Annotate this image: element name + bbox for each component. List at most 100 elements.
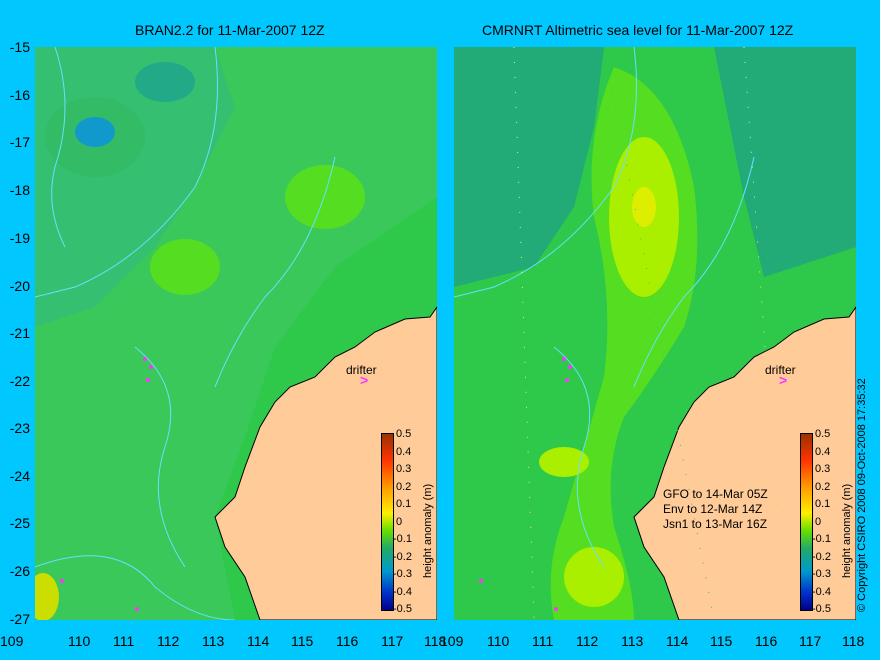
contour-line — [214, 156, 336, 388]
contour-line — [454, 47, 637, 298]
right-colorbar — [800, 433, 813, 611]
drifter-track — [565, 378, 569, 382]
drifter-marker: > — [779, 372, 788, 388]
colorbar-tick: 0.4 — [815, 446, 831, 458]
x-tick: 110 — [487, 633, 510, 649]
contour-line — [633, 156, 755, 388]
colorbar-tick: -0.1 — [812, 533, 831, 545]
colorbar-label: height anomaly (m) — [841, 483, 853, 578]
anomaly-high — [150, 239, 220, 295]
colorbar-tick: -0.4 — [812, 586, 831, 598]
colorbar-tick: 0.3 — [396, 463, 412, 475]
y-tick: -18 — [9, 182, 30, 198]
x-tick: 113 — [202, 633, 225, 649]
y-tick: -16 — [9, 87, 30, 103]
colorbar-tick: -0.3 — [812, 568, 831, 580]
pass-gfo: GFO to 14-Mar 05Z — [663, 487, 768, 501]
x-tick: 115 — [710, 633, 733, 649]
y-tick: -27 — [9, 611, 30, 627]
left-map-panel — [35, 47, 437, 620]
drifter-track — [554, 607, 558, 611]
contour-line — [134, 346, 186, 568]
x-tick: 114 — [247, 633, 270, 649]
y-tick: -19 — [9, 230, 30, 246]
x-tick: 118 — [842, 633, 865, 649]
colorbar-tick: 0.5 — [396, 428, 412, 440]
drifter-label: drifter — [765, 363, 796, 377]
anomaly-high — [35, 573, 59, 620]
drifter-track — [135, 607, 139, 611]
drifter-marker: > — [360, 372, 369, 388]
colorbar-tick: 0 — [815, 516, 822, 528]
y-tick: -24 — [9, 468, 30, 484]
ocean-shade — [454, 47, 604, 287]
colorbar-tick: -0.2 — [812, 551, 831, 563]
y-tick: -17 — [9, 134, 30, 150]
colorbar-tick: -0.5 — [393, 603, 412, 615]
drifter-track — [479, 579, 483, 583]
y-tick: -21 — [9, 325, 30, 341]
x-tick: 111 — [113, 633, 135, 649]
left-map — [35, 47, 437, 620]
colorbar-tick: -0.3 — [393, 568, 412, 580]
anomaly-high — [285, 165, 365, 229]
colorbar-tick: 0.4 — [396, 446, 412, 458]
y-tick: -15 — [9, 39, 30, 55]
drifter-track — [143, 357, 147, 361]
right-map — [454, 47, 856, 620]
colorbar-tick: -0.5 — [812, 603, 831, 615]
anomaly-high — [539, 447, 589, 477]
contour-line — [35, 47, 218, 298]
x-tick: 117 — [799, 633, 822, 649]
colorbar-tick: -0.1 — [393, 533, 412, 545]
x-tick: 112 — [157, 633, 180, 649]
pass-env: Env to 12-Mar 14Z — [663, 502, 763, 516]
colorbar-label: height anomaly (m) — [422, 483, 434, 578]
right-map-panel — [454, 47, 856, 620]
x-tick: 113 — [621, 633, 644, 649]
ocean-shade — [714, 47, 856, 277]
colorbar-tick: 0 — [396, 516, 403, 528]
left-colorbar — [381, 433, 394, 611]
y-tick: -23 — [9, 420, 30, 436]
drifter-label: drifter — [346, 363, 377, 377]
drifter-track — [562, 357, 566, 361]
anomaly-low — [135, 62, 195, 102]
colorbar-tick: 0.1 — [815, 498, 831, 510]
drifter-track — [146, 378, 150, 382]
colorbar-tick: -0.4 — [393, 586, 412, 598]
drifter-track — [568, 365, 572, 369]
x-tick: 116 — [755, 633, 778, 649]
x-tick: 117 — [381, 633, 404, 649]
pass-jsn1: Jsn1 to 13-Mar 16Z — [663, 517, 768, 531]
x-tick: 115 — [291, 633, 314, 649]
anomaly-high — [564, 547, 624, 607]
anomaly-low — [75, 117, 115, 147]
contour-line — [51, 47, 66, 248]
x-tick: 112 — [576, 633, 599, 649]
x-tick: 111 — [532, 633, 554, 649]
x-tick: 109 — [440, 633, 464, 649]
y-tick: -20 — [9, 278, 30, 294]
pass-info: GFO to 14-Mar 05Z Env to 12-Mar 14Z Jsn1… — [663, 487, 768, 532]
y-tick: -22 — [9, 373, 30, 389]
x-tick: 116 — [336, 633, 359, 649]
right-title: CMRNRT Altimetric sea level for 11-Mar-2… — [482, 22, 794, 38]
copyright: © Copyright CSIRO 2008 09-Oct-2008 17:35… — [856, 378, 868, 612]
y-tick: -25 — [9, 515, 30, 531]
left-title: BRAN2.2 for 11-Mar-2007 12Z — [135, 22, 325, 38]
colorbar-tick: 0.2 — [396, 481, 412, 493]
drifter-track — [149, 365, 153, 369]
anomaly-high — [632, 187, 656, 227]
contour-line — [553, 346, 605, 568]
colorbar-tick: 0.2 — [815, 481, 831, 493]
x-tick: 118 — [424, 633, 447, 649]
contour-line — [35, 555, 236, 620]
drifter-track — [60, 579, 64, 583]
colorbar-tick: -0.2 — [393, 551, 412, 563]
colorbar-tick: 0.5 — [815, 428, 831, 440]
y-tick: -26 — [9, 563, 30, 579]
colorbar-tick: 0.3 — [815, 463, 831, 475]
x-tick: 109 — [0, 633, 24, 649]
x-tick: 114 — [666, 633, 689, 649]
